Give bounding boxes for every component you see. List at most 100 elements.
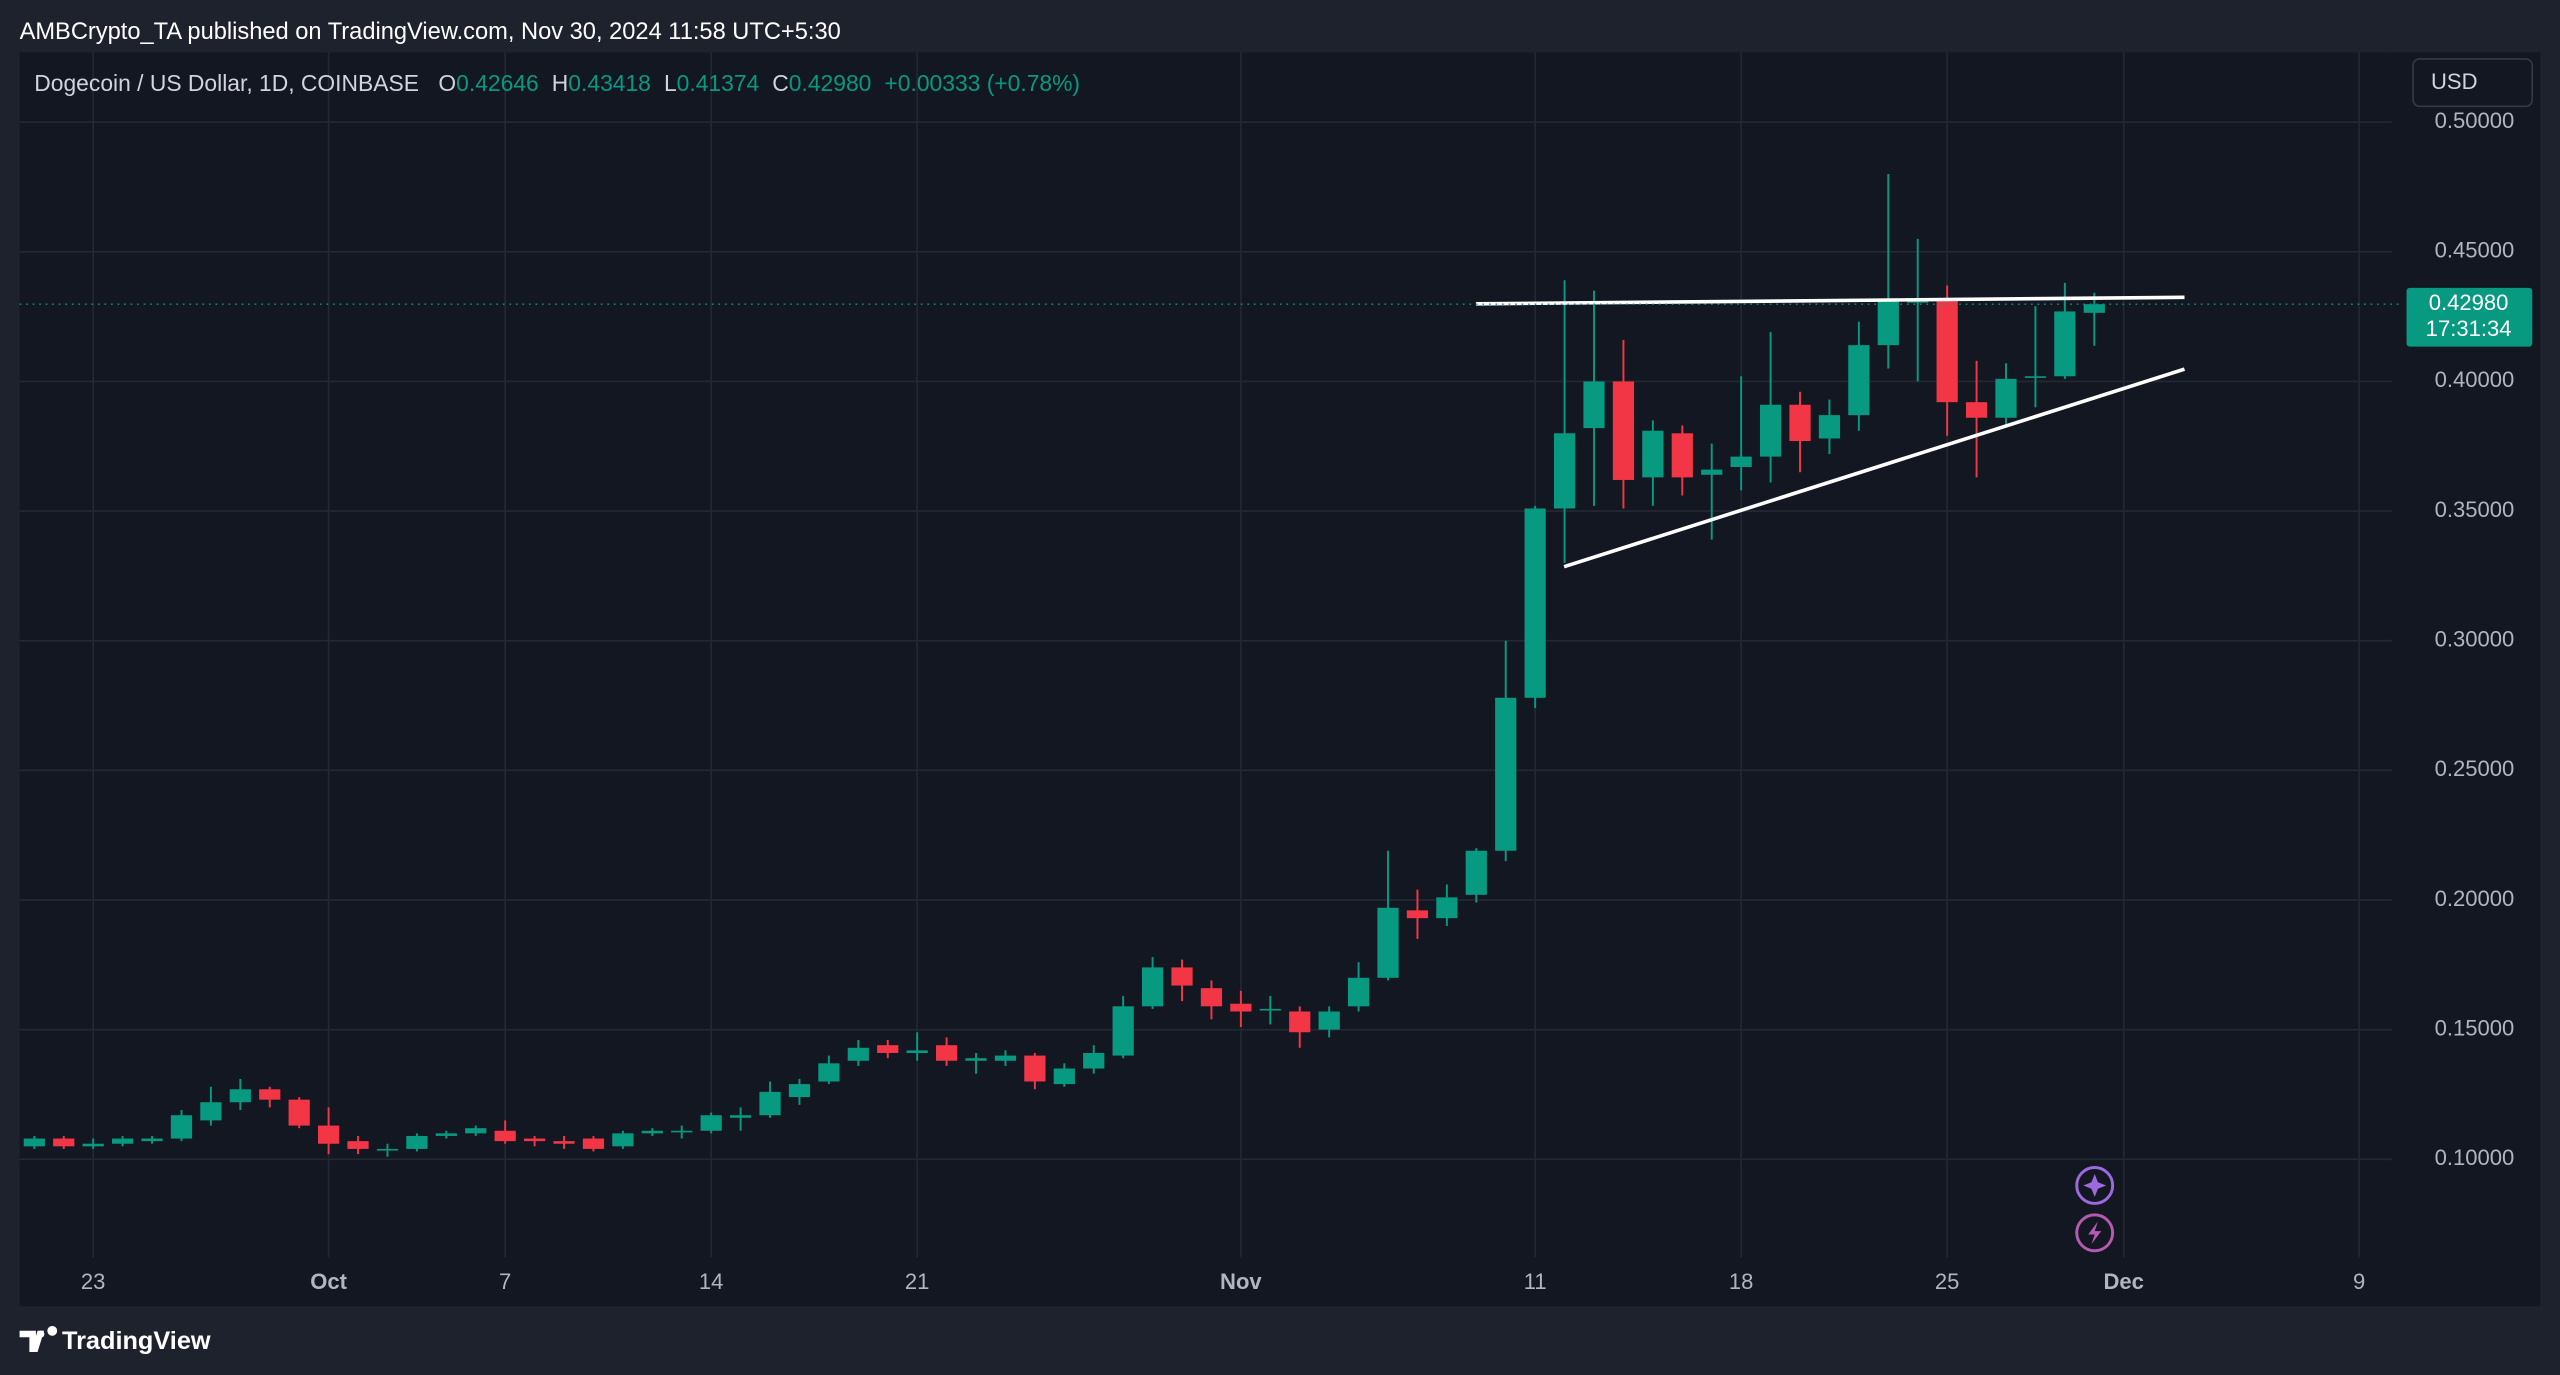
- price-axis: [2391, 52, 2541, 1258]
- candle-body: [935, 1045, 958, 1061]
- candle-body: [1877, 301, 1899, 346]
- legend-value: 0.42646: [456, 70, 539, 96]
- price-axis-labels: 0.10000 0.15000 0.20000 0.25000 0.30000 0.350…: [19, 108, 2533, 1170]
- candle-body: [259, 1089, 281, 1100]
- x-tick-label: 9: [2353, 1269, 2365, 1294]
- candle-body: [2054, 311, 2076, 377]
- candle-body: [582, 1138, 605, 1149]
- brand: TradingView: [62, 1327, 211, 1355]
- candle-body: [1583, 381, 1605, 429]
- currency-label: USD: [2431, 69, 2478, 94]
- plot-area: [19, 52, 2392, 1258]
- candle-body: [1230, 1003, 1252, 1012]
- legend-value: 0.41374: [677, 70, 760, 96]
- last-price-label: 0.42980: [2429, 290, 2509, 315]
- candle-body: [641, 1130, 663, 1134]
- candles: [23, 174, 2105, 1157]
- candle-body: [700, 1115, 722, 1131]
- y-tick-label: 0.20000: [2435, 886, 2515, 911]
- candle-body: [906, 1050, 928, 1053]
- events-icon[interactable]: [2075, 1213, 2115, 1253]
- time-axis: [19, 1257, 2541, 1307]
- y-tick-label: 0.15000: [2435, 1015, 2515, 1040]
- x-tick-label: 18: [1729, 1269, 1754, 1294]
- candle-body: [965, 1058, 987, 1061]
- logo-dot: [37, 1330, 45, 1338]
- candle-body: [1465, 850, 1487, 895]
- candle-body: [53, 1138, 75, 1147]
- candle-body: [1083, 1052, 1105, 1069]
- candle-body: [877, 1045, 899, 1053]
- candle-body: [1789, 404, 1811, 442]
- candle-body: [170, 1115, 193, 1139]
- x-tick-label: Oct: [310, 1269, 347, 1294]
- ideas-icon[interactable]: [2075, 1166, 2115, 1205]
- candle-body: [671, 1130, 693, 1133]
- candle-body: [23, 1138, 45, 1147]
- candle-body: [1289, 1011, 1311, 1033]
- resistance-line: [1475, 295, 2185, 306]
- symbol-legend: Dogecoin / US Dollar, 1D, COINBASE O0.42…: [34, 70, 1080, 96]
- legend-value: 0.42980: [789, 70, 872, 96]
- candle-body: [111, 1138, 134, 1144]
- candle-body: [1612, 381, 1635, 480]
- candle-body: [1642, 430, 1664, 478]
- grid: [19, 52, 2392, 1258]
- candle-body: [1377, 907, 1399, 978]
- candle-body: [288, 1099, 310, 1126]
- candle-body: [435, 1133, 457, 1136]
- candle-body: [317, 1125, 340, 1144]
- candle-body: [1965, 402, 1988, 418]
- candle-body: [612, 1133, 634, 1147]
- symbol-title: Dogecoin / US Dollar, 1D, COINBASE: [34, 70, 419, 96]
- candle-body: [2083, 304, 2105, 313]
- candle-body: [1259, 1008, 1281, 1011]
- x-tick-label: Dec: [2104, 1269, 2144, 1294]
- footer-logo: [19, 1325, 58, 1352]
- candle-body: [1171, 967, 1193, 986]
- candle-body: [1141, 967, 1164, 1007]
- candle-body: [729, 1115, 752, 1118]
- legend-key: O: [438, 70, 456, 96]
- events-icon-bolt: [2088, 1221, 2102, 1245]
- y-tick-label: 0.35000: [2435, 497, 2515, 522]
- candle-body: [553, 1141, 575, 1144]
- candle-body: [465, 1128, 487, 1134]
- y-tick-label: 0.40000: [2435, 367, 2515, 392]
- publish-header: AMBCrypto_TA published on TradingView.co…: [20, 19, 841, 45]
- candle-body: [2024, 376, 2047, 378]
- currency-button[interactable]: [2412, 58, 2534, 108]
- legend-change: +0.00333 (+0.78%): [884, 70, 1080, 96]
- last-price-tag: [2406, 287, 2533, 347]
- countdown: 17:31:34: [2426, 316, 2512, 341]
- candle-body: [788, 1084, 811, 1098]
- candle-body: [523, 1138, 546, 1142]
- candle-body: [1495, 697, 1517, 851]
- x-tick-label: 25: [1935, 1269, 1960, 1294]
- x-tick-label: 21: [905, 1269, 930, 1294]
- candle-body: [1818, 415, 1841, 439]
- logo-mark: [19, 1325, 58, 1352]
- y-tick-label: 0.10000: [2435, 1145, 2515, 1170]
- candle-body: [1671, 433, 1693, 478]
- candle-body: [994, 1055, 1017, 1061]
- candle-body: [1200, 988, 1223, 1007]
- candle-body: [200, 1102, 222, 1121]
- legend-value: 0.43418: [568, 70, 651, 96]
- candle-body: [1053, 1068, 1075, 1085]
- candle-body: [1759, 404, 1782, 457]
- candle-body: [1112, 1006, 1134, 1056]
- candle-body: [347, 1141, 369, 1149]
- candle-body: [759, 1091, 781, 1116]
- candle-body: [847, 1047, 869, 1061]
- ideas-icon-star: [2083, 1174, 2107, 1197]
- y-tick-label: 0.25000: [2435, 756, 2515, 781]
- candle-body: [1701, 469, 1723, 475]
- x-tick-label: Nov: [1220, 1269, 1262, 1294]
- candle-body: [1995, 378, 2017, 418]
- candle-body: [1436, 897, 1458, 919]
- candle-body: [376, 1148, 399, 1151]
- candle-body: [1730, 456, 1752, 467]
